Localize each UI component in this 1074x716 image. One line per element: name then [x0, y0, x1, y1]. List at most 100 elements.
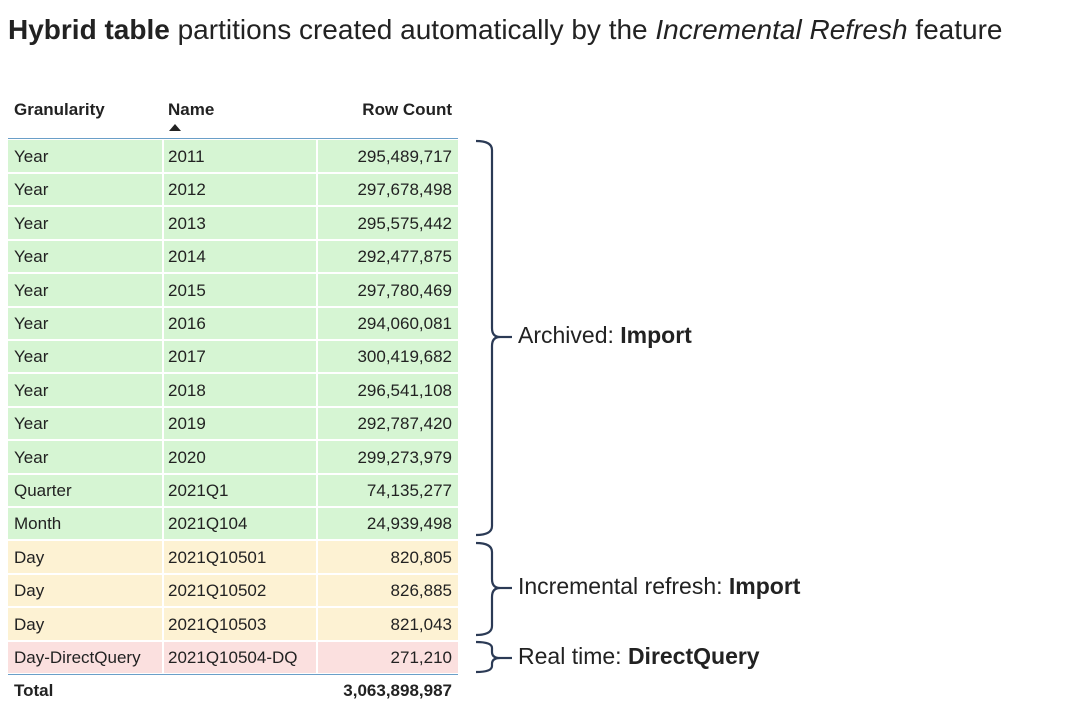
annotation-label: Real time: [518, 643, 622, 669]
cell: 74,135,277 [366, 481, 452, 500]
row-background [8, 474, 458, 506]
cell: 2017 [168, 347, 206, 367]
cell: 2011 [168, 147, 205, 166]
sort-arrow [169, 124, 181, 131]
row-separator [8, 573, 458, 575]
row-background [8, 273, 458, 306]
cell: 297,678,498 [357, 180, 452, 200]
cell: Quarter [14, 481, 72, 500]
cell: 271,210 [390, 648, 452, 667]
row-background [8, 574, 458, 607]
cell: 297,780,469 [357, 280, 452, 300]
total-value: 3,063,898,987 [343, 681, 452, 700]
cell: 2021Q104 [168, 514, 248, 534]
row-background [8, 373, 458, 406]
row-separator [8, 239, 458, 241]
cell: Year [14, 447, 49, 467]
bracket [475, 640, 501, 674]
cell: 300,419,682 [357, 347, 452, 367]
cell: Year [14, 147, 49, 166]
cell: 24,939,498 [366, 514, 452, 534]
title-italic: Incremental Refresh [655, 14, 908, 45]
column-header: Granularity [14, 100, 105, 119]
bracket [475, 541, 501, 637]
column-header: Name [168, 100, 215, 119]
row-separator [8, 406, 458, 408]
total-label: Total [14, 681, 54, 700]
cell: Day [14, 614, 45, 634]
annotation-emphasis: DirectQuery [627, 643, 760, 669]
row-background [8, 540, 458, 573]
row-background [8, 173, 458, 206]
annotation: Incremental refresh: Import [518, 573, 800, 600]
annotation: Real time: DirectQuery [518, 643, 760, 670]
cell: 2021Q10504-DQ [168, 648, 298, 667]
cell: 2021Q1 [168, 481, 229, 500]
cell: 295,489,717 [357, 147, 452, 166]
cell: Day-DirectQuery [14, 648, 141, 667]
cell: 2021Q10501 [168, 547, 267, 567]
cell: Year [14, 314, 49, 333]
cell: Year [14, 380, 49, 400]
row-separator [8, 372, 458, 375]
row-separator [8, 506, 458, 508]
row-separator [8, 640, 458, 642]
annotation-label: Archived: [518, 322, 614, 348]
annotation-emphasis: Import [728, 573, 801, 599]
annotation-emphasis: Import [620, 322, 692, 348]
cell: 2020 [168, 447, 206, 467]
row-background [8, 340, 458, 373]
title-tail: feature [915, 14, 1003, 45]
title-text: partitions created automatically by the [177, 14, 648, 45]
annotation: Archived: Import [518, 322, 692, 349]
title: Hybrid table partitions created automati… [8, 14, 1002, 46]
row-background [8, 641, 458, 673]
cell: 2015 [168, 280, 206, 300]
cell: 2019 [168, 414, 206, 434]
row-background [8, 440, 458, 473]
row-background [8, 507, 458, 540]
cell: 2013 [168, 213, 206, 233]
row-background [8, 607, 458, 640]
row-separator [8, 539, 458, 542]
cell: Year [14, 247, 49, 267]
bracket [475, 139, 501, 537]
cell: 2021Q10503 [168, 614, 267, 634]
cell: 2016 [168, 314, 206, 333]
column-separator [162, 140, 164, 675]
cell: 2012 [168, 180, 206, 200]
row-separator [8, 272, 458, 275]
cell: 820,805 [390, 547, 452, 567]
cell: Day [14, 581, 45, 601]
cell: Year [14, 347, 49, 367]
column-separator [316, 140, 318, 675]
column-header: Row Count [362, 100, 452, 119]
cell: 2018 [168, 380, 206, 400]
row-separator [8, 306, 458, 308]
cell: 294,060,081 [357, 314, 452, 333]
title-bold: Hybrid table [8, 14, 170, 45]
row-background [8, 140, 458, 172]
row-separator [8, 439, 458, 442]
cell: Day [14, 547, 45, 567]
annotation-label: Incremental refresh: [518, 573, 723, 599]
cell: 2021Q10502 [168, 581, 267, 601]
cell: 826,885 [390, 581, 452, 601]
row-background [8, 407, 458, 440]
row-background [8, 240, 458, 273]
cell: 292,477,875 [357, 247, 452, 267]
cell: 295,575,442 [357, 213, 452, 233]
cell: Year [14, 280, 49, 300]
cell: Year [14, 414, 49, 434]
cell: Year [14, 180, 49, 200]
cell: 292,787,420 [357, 414, 452, 434]
row-separator [8, 205, 458, 208]
row-separator [8, 606, 458, 609]
row-separator [8, 339, 458, 341]
cell: 296,541,108 [357, 380, 452, 400]
row-background [8, 307, 458, 339]
cell: 821,043 [390, 614, 452, 634]
row-background [8, 206, 458, 239]
